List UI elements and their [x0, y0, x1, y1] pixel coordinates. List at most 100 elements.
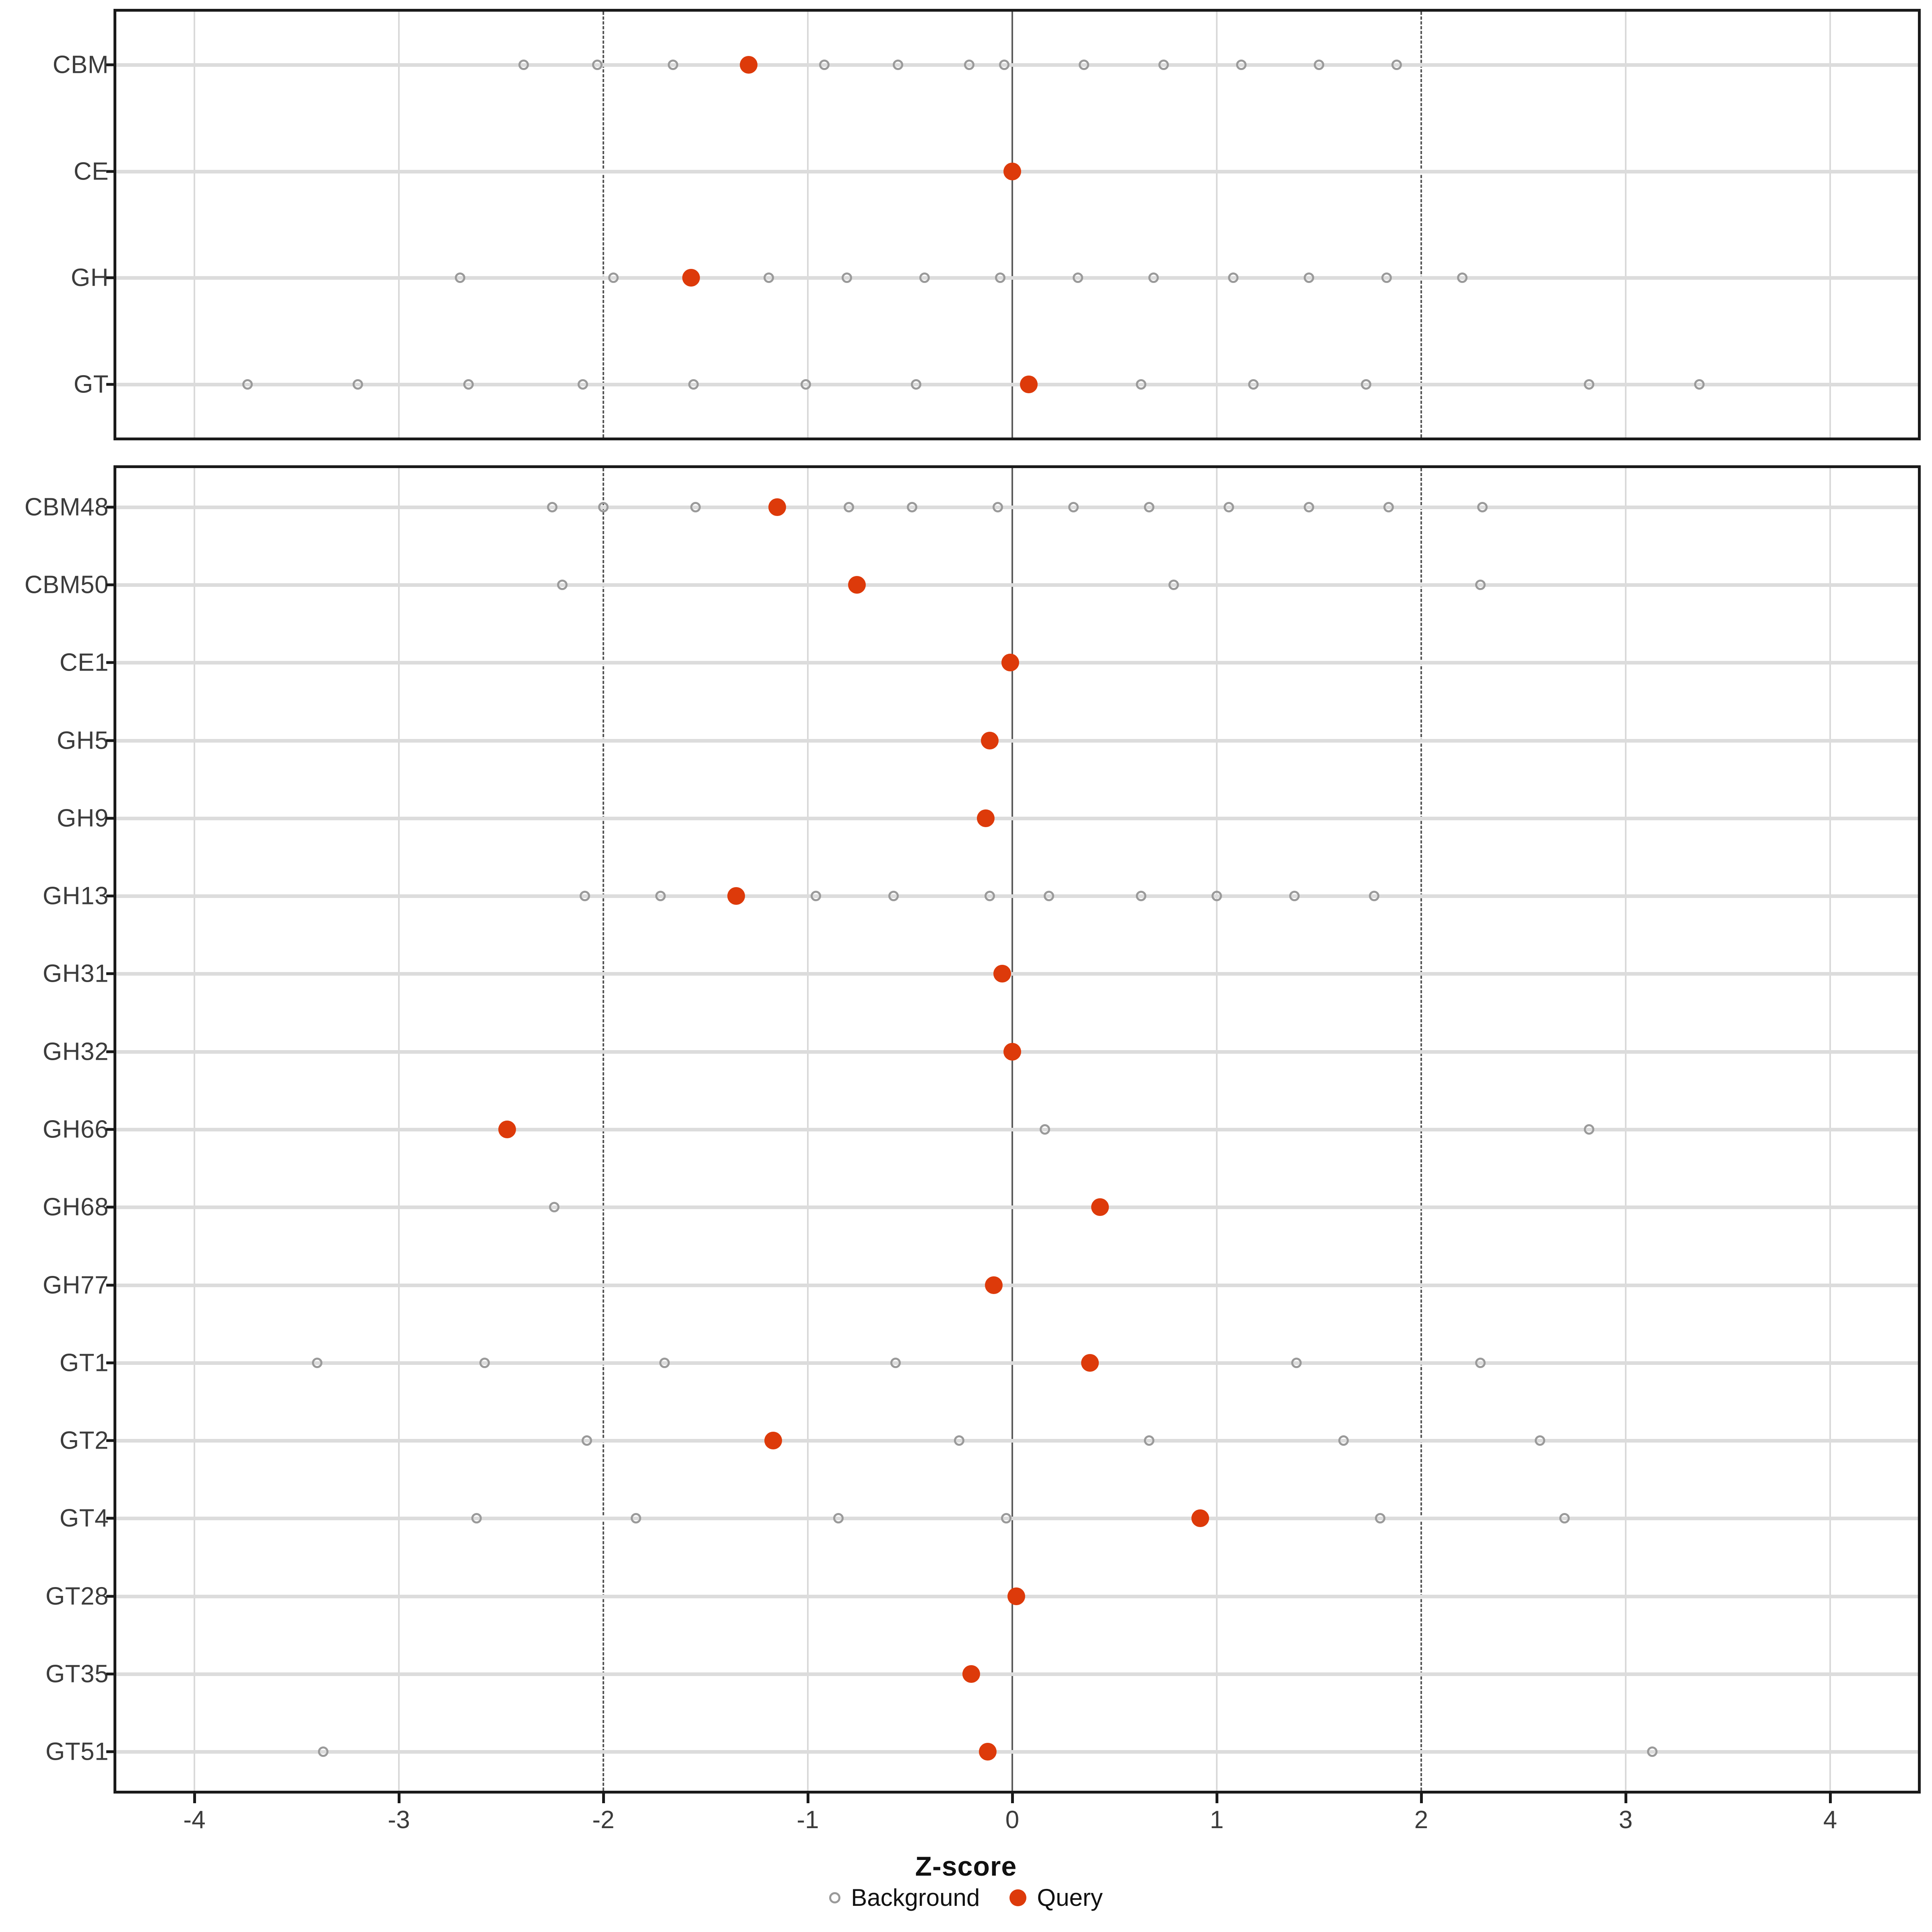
- background-point[interactable]: [1559, 1513, 1570, 1524]
- background-point[interactable]: [1303, 502, 1314, 512]
- background-point[interactable]: [1475, 1357, 1486, 1368]
- background-point[interactable]: [999, 60, 1009, 70]
- background-point[interactable]: [1136, 891, 1147, 902]
- background-point[interactable]: [631, 1513, 642, 1524]
- background-point[interactable]: [985, 891, 995, 902]
- background-point[interactable]: [1457, 272, 1468, 283]
- background-point[interactable]: [557, 579, 568, 590]
- query-point[interactable]: [981, 731, 999, 749]
- background-point[interactable]: [1391, 60, 1402, 70]
- background-point[interactable]: [1694, 379, 1705, 390]
- background-point[interactable]: [1040, 1124, 1051, 1135]
- background-point[interactable]: [1381, 272, 1392, 283]
- background-point[interactable]: [964, 60, 975, 70]
- query-point[interactable]: [1191, 1509, 1210, 1527]
- background-point[interactable]: [1144, 502, 1155, 512]
- background-point[interactable]: [1248, 379, 1259, 390]
- background-point[interactable]: [463, 379, 474, 390]
- background-point[interactable]: [608, 272, 619, 283]
- background-point[interactable]: [690, 502, 701, 512]
- query-point[interactable]: [1091, 1198, 1109, 1216]
- background-point[interactable]: [1291, 1357, 1302, 1368]
- query-point[interactable]: [1001, 654, 1019, 672]
- query-point[interactable]: [979, 1743, 997, 1761]
- query-point[interactable]: [1081, 1354, 1099, 1372]
- background-point[interactable]: [1044, 891, 1055, 902]
- background-point[interactable]: [892, 60, 903, 70]
- background-point[interactable]: [549, 1202, 560, 1213]
- background-point[interactable]: [907, 502, 918, 512]
- background-point[interactable]: [888, 891, 899, 902]
- background-point[interactable]: [580, 891, 590, 902]
- background-point[interactable]: [911, 379, 922, 390]
- query-point[interactable]: [682, 269, 700, 287]
- query-point[interactable]: [727, 887, 745, 905]
- background-point[interactable]: [318, 1746, 329, 1757]
- background-point[interactable]: [518, 60, 529, 70]
- legend-item-query[interactable]: Query: [1009, 1884, 1103, 1911]
- background-point[interactable]: [582, 1435, 592, 1446]
- query-point[interactable]: [976, 809, 995, 827]
- background-point[interactable]: [919, 272, 930, 283]
- background-point[interactable]: [843, 502, 854, 512]
- background-point[interactable]: [1068, 502, 1079, 512]
- background-point[interactable]: [995, 272, 1005, 283]
- background-point[interactable]: [1583, 379, 1594, 390]
- background-point[interactable]: [1228, 272, 1238, 283]
- query-point[interactable]: [962, 1665, 980, 1683]
- background-point[interactable]: [479, 1357, 490, 1368]
- background-point[interactable]: [1534, 1435, 1545, 1446]
- background-point[interactable]: [1224, 502, 1234, 512]
- background-point[interactable]: [1338, 1435, 1349, 1446]
- background-point[interactable]: [455, 272, 466, 283]
- background-point[interactable]: [655, 891, 666, 902]
- background-point[interactable]: [841, 272, 852, 283]
- legend-item-background[interactable]: Background: [829, 1884, 980, 1911]
- query-point[interactable]: [848, 576, 866, 594]
- background-point[interactable]: [1303, 272, 1314, 283]
- background-point[interactable]: [1583, 1124, 1594, 1135]
- background-point[interactable]: [667, 60, 678, 70]
- background-point[interactable]: [547, 502, 557, 512]
- query-point[interactable]: [1003, 1042, 1021, 1061]
- query-point[interactable]: [764, 1432, 782, 1450]
- background-point[interactable]: [598, 502, 609, 512]
- background-point[interactable]: [890, 1357, 901, 1368]
- background-point[interactable]: [592, 60, 603, 70]
- background-point[interactable]: [1236, 60, 1247, 70]
- background-point[interactable]: [1212, 891, 1222, 902]
- background-point[interactable]: [954, 1435, 964, 1446]
- background-point[interactable]: [1369, 891, 1380, 902]
- query-point[interactable]: [1020, 375, 1038, 393]
- query-point[interactable]: [739, 56, 758, 74]
- query-point[interactable]: [768, 498, 786, 516]
- background-point[interactable]: [1144, 1435, 1155, 1446]
- query-point[interactable]: [985, 1276, 1003, 1294]
- background-point[interactable]: [1001, 1513, 1011, 1524]
- background-point[interactable]: [1136, 379, 1147, 390]
- background-point[interactable]: [1158, 60, 1169, 70]
- background-point[interactable]: [819, 60, 830, 70]
- background-point[interactable]: [833, 1513, 844, 1524]
- background-point[interactable]: [1647, 1746, 1658, 1757]
- background-point[interactable]: [659, 1357, 670, 1368]
- background-point[interactable]: [353, 379, 363, 390]
- background-point[interactable]: [1477, 502, 1488, 512]
- background-point[interactable]: [1072, 272, 1083, 283]
- background-point[interactable]: [688, 379, 699, 390]
- background-point[interactable]: [312, 1357, 322, 1368]
- background-point[interactable]: [764, 272, 774, 283]
- background-point[interactable]: [811, 891, 822, 902]
- background-point[interactable]: [1289, 891, 1300, 902]
- query-point[interactable]: [498, 1121, 516, 1138]
- background-point[interactable]: [1148, 272, 1159, 283]
- background-point[interactable]: [993, 502, 1003, 512]
- background-point[interactable]: [800, 379, 811, 390]
- background-point[interactable]: [1078, 60, 1089, 70]
- background-point[interactable]: [1360, 379, 1371, 390]
- background-point[interactable]: [1314, 60, 1324, 70]
- query-point[interactable]: [993, 965, 1011, 983]
- query-point[interactable]: [1007, 1587, 1026, 1605]
- background-point[interactable]: [1168, 579, 1179, 590]
- background-point[interactable]: [1383, 502, 1394, 512]
